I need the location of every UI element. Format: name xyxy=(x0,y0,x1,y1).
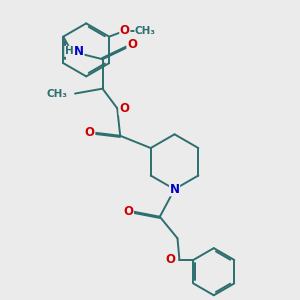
Text: O: O xyxy=(120,24,130,37)
Text: O: O xyxy=(127,38,137,51)
Text: N: N xyxy=(74,45,84,58)
Text: O: O xyxy=(123,205,134,218)
Text: O: O xyxy=(119,102,129,115)
Text: O: O xyxy=(85,126,95,139)
Text: O: O xyxy=(166,254,176,266)
Text: N: N xyxy=(169,183,179,196)
Text: H: H xyxy=(65,46,74,56)
Text: CH₃: CH₃ xyxy=(46,88,67,99)
Text: CH₃: CH₃ xyxy=(135,26,156,36)
